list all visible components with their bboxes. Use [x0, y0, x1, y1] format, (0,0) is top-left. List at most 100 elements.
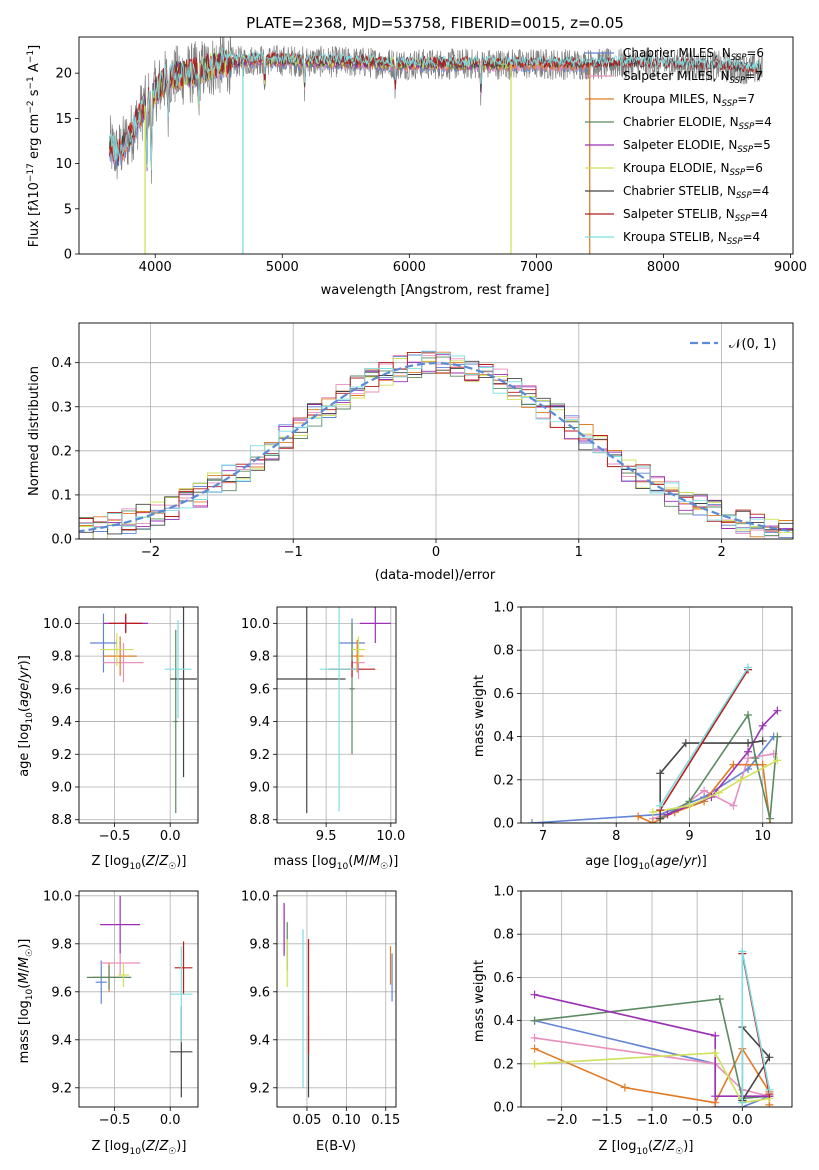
x-tick-label: −1.5 [591, 1113, 623, 1128]
series-marker [530, 990, 539, 999]
y-tick-label: 0.0 [493, 1101, 514, 1116]
series-marker [700, 786, 709, 795]
plot-area [79, 350, 793, 539]
y-tick-label: 1.0 [493, 885, 514, 900]
wz-ylabel: mass weight [472, 960, 487, 1042]
x-tick-label: −0.5 [99, 1113, 131, 1128]
y-tick-label: 9.4 [249, 715, 270, 730]
series-marker [773, 732, 782, 741]
agez-ylabel: age [log10(age/yr)] [17, 655, 35, 777]
plot-area [530, 947, 774, 1107]
series-line [659, 669, 749, 811]
y-tick-label: 9.4 [249, 1033, 270, 1048]
y-tick-label: 9.2 [51, 1081, 72, 1096]
x-tick-label: 10.0 [376, 829, 405, 844]
x-tick-label: 2 [717, 545, 725, 560]
legend-label: Chabrier MILES, NSSP=6 [623, 46, 764, 63]
massz-xlabel: Z [log10(Z/Z☉)] [92, 1139, 187, 1157]
axes-frame [520, 890, 793, 1108]
model-spectrum-kroupa-stelib [109, 48, 763, 171]
x-tick-label: −1.0 [636, 1113, 668, 1128]
series-marker [711, 1049, 720, 1057]
age-vs-metallicity-panel: −0.5 0.0 8.8 9.0 9.2 9.4 9.6 9.8 10.0 [43, 606, 199, 844]
y-tick-label: 1.0 [493, 601, 514, 616]
y-tick-label: 9.6 [249, 985, 270, 1000]
agemass-xlabel: mass [log10(M/M☉)] [274, 854, 399, 872]
weight-vs-age-panel: 7 8 9 10 0.0 0.2 0.4 0.6 0.8 1.0 [493, 601, 793, 844]
y-tick-label: 9.6 [249, 682, 270, 697]
series-marker [736, 775, 745, 784]
age-vs-mass-panel: 9.5 10.0 8.8 9.0 9.2 9.4 9.6 9.8 10.0 [241, 606, 405, 844]
x-tick-label: 9000 [774, 260, 807, 275]
wz-xlabel: Z [log10(Z/Z☉)] [599, 1139, 694, 1157]
series-marker [711, 1092, 720, 1101]
axes-frame [78, 890, 199, 1108]
x-tick-label: 7 [539, 829, 547, 844]
x-tick-label: 7000 [520, 260, 553, 275]
y-tick-label: 10 [55, 157, 72, 172]
series-marker [744, 663, 753, 672]
y-tick-label: 0.3 [51, 400, 72, 415]
y-tick-label: 5 [64, 202, 72, 217]
agez-xlabel: Z [log10(Z/Z☉)] [92, 854, 187, 872]
x-tick-label: 0.05 [292, 1113, 321, 1128]
legend-label: Kroupa MILES, NSSP=7 [623, 92, 755, 109]
x-tick-label: 0 [432, 545, 440, 560]
x-tick-label: 10 [754, 829, 771, 844]
massz-ylabel: mass [log10(M/M☉)] [17, 939, 35, 1064]
series-marker [634, 812, 643, 821]
y-tick-label: 0.8 [493, 644, 514, 659]
series-marker [744, 747, 753, 756]
series-line [652, 759, 778, 813]
series-marker [729, 760, 738, 769]
residuals-ylabel: Normed distribution [27, 366, 42, 496]
y-tick-label: 10.0 [43, 617, 72, 632]
mass-vs-ebv-panel: 0.05 0.10 0.15 9.2 9.4 9.6 9.8 10.0 [241, 889, 400, 1128]
y-tick-label: 9.4 [51, 715, 72, 730]
axes-frame [78, 322, 794, 540]
y-tick-label: 9.8 [249, 937, 270, 952]
x-tick-label: −1 [284, 545, 303, 560]
y-tick-label: 9.0 [249, 781, 270, 796]
series-marker [663, 810, 672, 819]
x-tick-label: 6000 [393, 260, 426, 275]
axes-frame [520, 606, 793, 824]
x-tick-label: 9.5 [316, 829, 337, 844]
plot-area [90, 607, 197, 814]
legend-label: Salpeter ELODIE, NSSP=5 [623, 138, 771, 155]
x-tick-label: 0.0 [160, 1113, 181, 1128]
y-tick-label: 9.0 [51, 781, 72, 796]
series-marker [715, 995, 724, 1003]
legend-label: Chabrier STELIB, NSSP=4 [623, 184, 769, 201]
x-tick-label: 0.10 [332, 1113, 361, 1128]
y-tick-label: 0.1 [51, 488, 72, 503]
x-tick-label: 8 [612, 829, 620, 844]
model-spectrum-salpeter-stelib [109, 50, 763, 166]
series-marker [758, 721, 767, 730]
legend-label: 𝒩(0, 1) [729, 337, 776, 352]
series-marker [656, 814, 665, 823]
y-tick-label: 10.0 [241, 617, 270, 632]
series-marker [530, 1033, 539, 1042]
series-marker [656, 801, 665, 810]
x-tick-label: −2.0 [546, 1113, 578, 1128]
y-tick-label: 0.0 [51, 533, 72, 548]
legend-label: Chabrier ELODIE, NSSP=4 [623, 115, 772, 132]
normal-curve [79, 361, 793, 533]
series-marker [773, 706, 782, 715]
series-marker [620, 1083, 629, 1092]
series-marker [530, 1044, 539, 1053]
plot-area [86, 895, 193, 1098]
series-marker [765, 1053, 774, 1062]
legend-label: Salpeter MILES, NSSP=7 [623, 69, 763, 86]
legend-label: Kroupa STELIB, NSSP=4 [623, 230, 760, 247]
series-marker [744, 739, 753, 748]
y-tick-label: 9.2 [249, 1081, 270, 1096]
x-tick-label: 4000 [139, 260, 172, 275]
series-line [659, 667, 749, 807]
y-tick-label: 8.8 [51, 813, 72, 828]
x-tick-label: 9 [685, 829, 693, 844]
series-line [534, 1019, 770, 1107]
series-marker [744, 711, 753, 719]
series-marker [751, 754, 760, 763]
